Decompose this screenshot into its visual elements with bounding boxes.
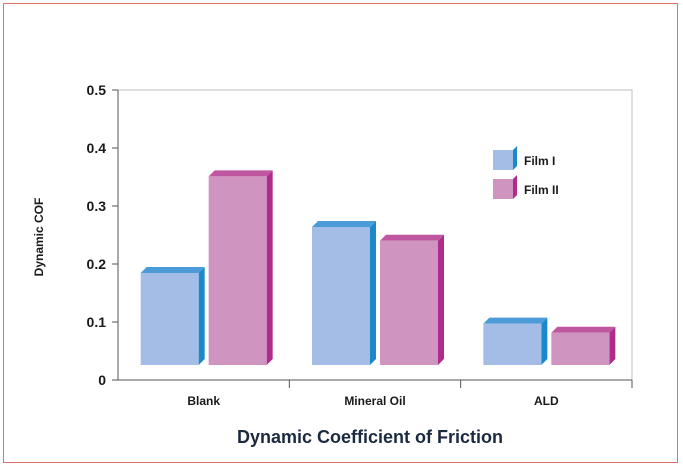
bar-side [198,267,205,365]
bar-top [483,317,548,324]
bar-side [266,170,273,365]
bar-top [140,267,205,273]
y-axis-label: Dynamic COF [32,198,46,277]
bar-side [541,317,548,365]
bar [380,240,438,365]
y-tick-label: 0.1 [87,314,107,330]
y-tick-label: 0.3 [87,198,107,214]
bar-side [609,326,616,365]
legend-label: Film II [524,183,559,197]
legend-swatch-side [513,175,517,199]
x-tick-label: Mineral Oil [344,394,405,408]
y-tick-label: 0.5 [87,82,107,98]
chart-title: Dynamic Coefficient of Friction [237,427,503,447]
bar [208,176,267,365]
legend-swatch [493,179,513,199]
bar-top [208,170,273,177]
bar-top [551,326,616,333]
bar [551,332,610,365]
legend: Film I Film II [493,146,559,199]
bars [140,170,616,365]
x-tick-label: ALD [534,394,559,408]
axes: 0 0.1 0.2 0.3 0.4 0.5 Blank Mineral Oil ALD [87,82,633,408]
y-tick-label: 0.2 [87,256,107,272]
bar [140,273,199,365]
y-tick-label: 0 [98,372,106,388]
bar [312,227,370,365]
bar-side [438,234,444,365]
legend-swatch-side [513,146,517,170]
y-tick-label: 0.4 [87,140,107,156]
legend-swatch [493,150,513,170]
bar-side [370,221,376,365]
x-tick-label: Blank [187,394,220,408]
bar [483,323,542,365]
legend-label: Film I [524,154,555,168]
bar-top [312,221,376,227]
bar-top [380,234,444,241]
